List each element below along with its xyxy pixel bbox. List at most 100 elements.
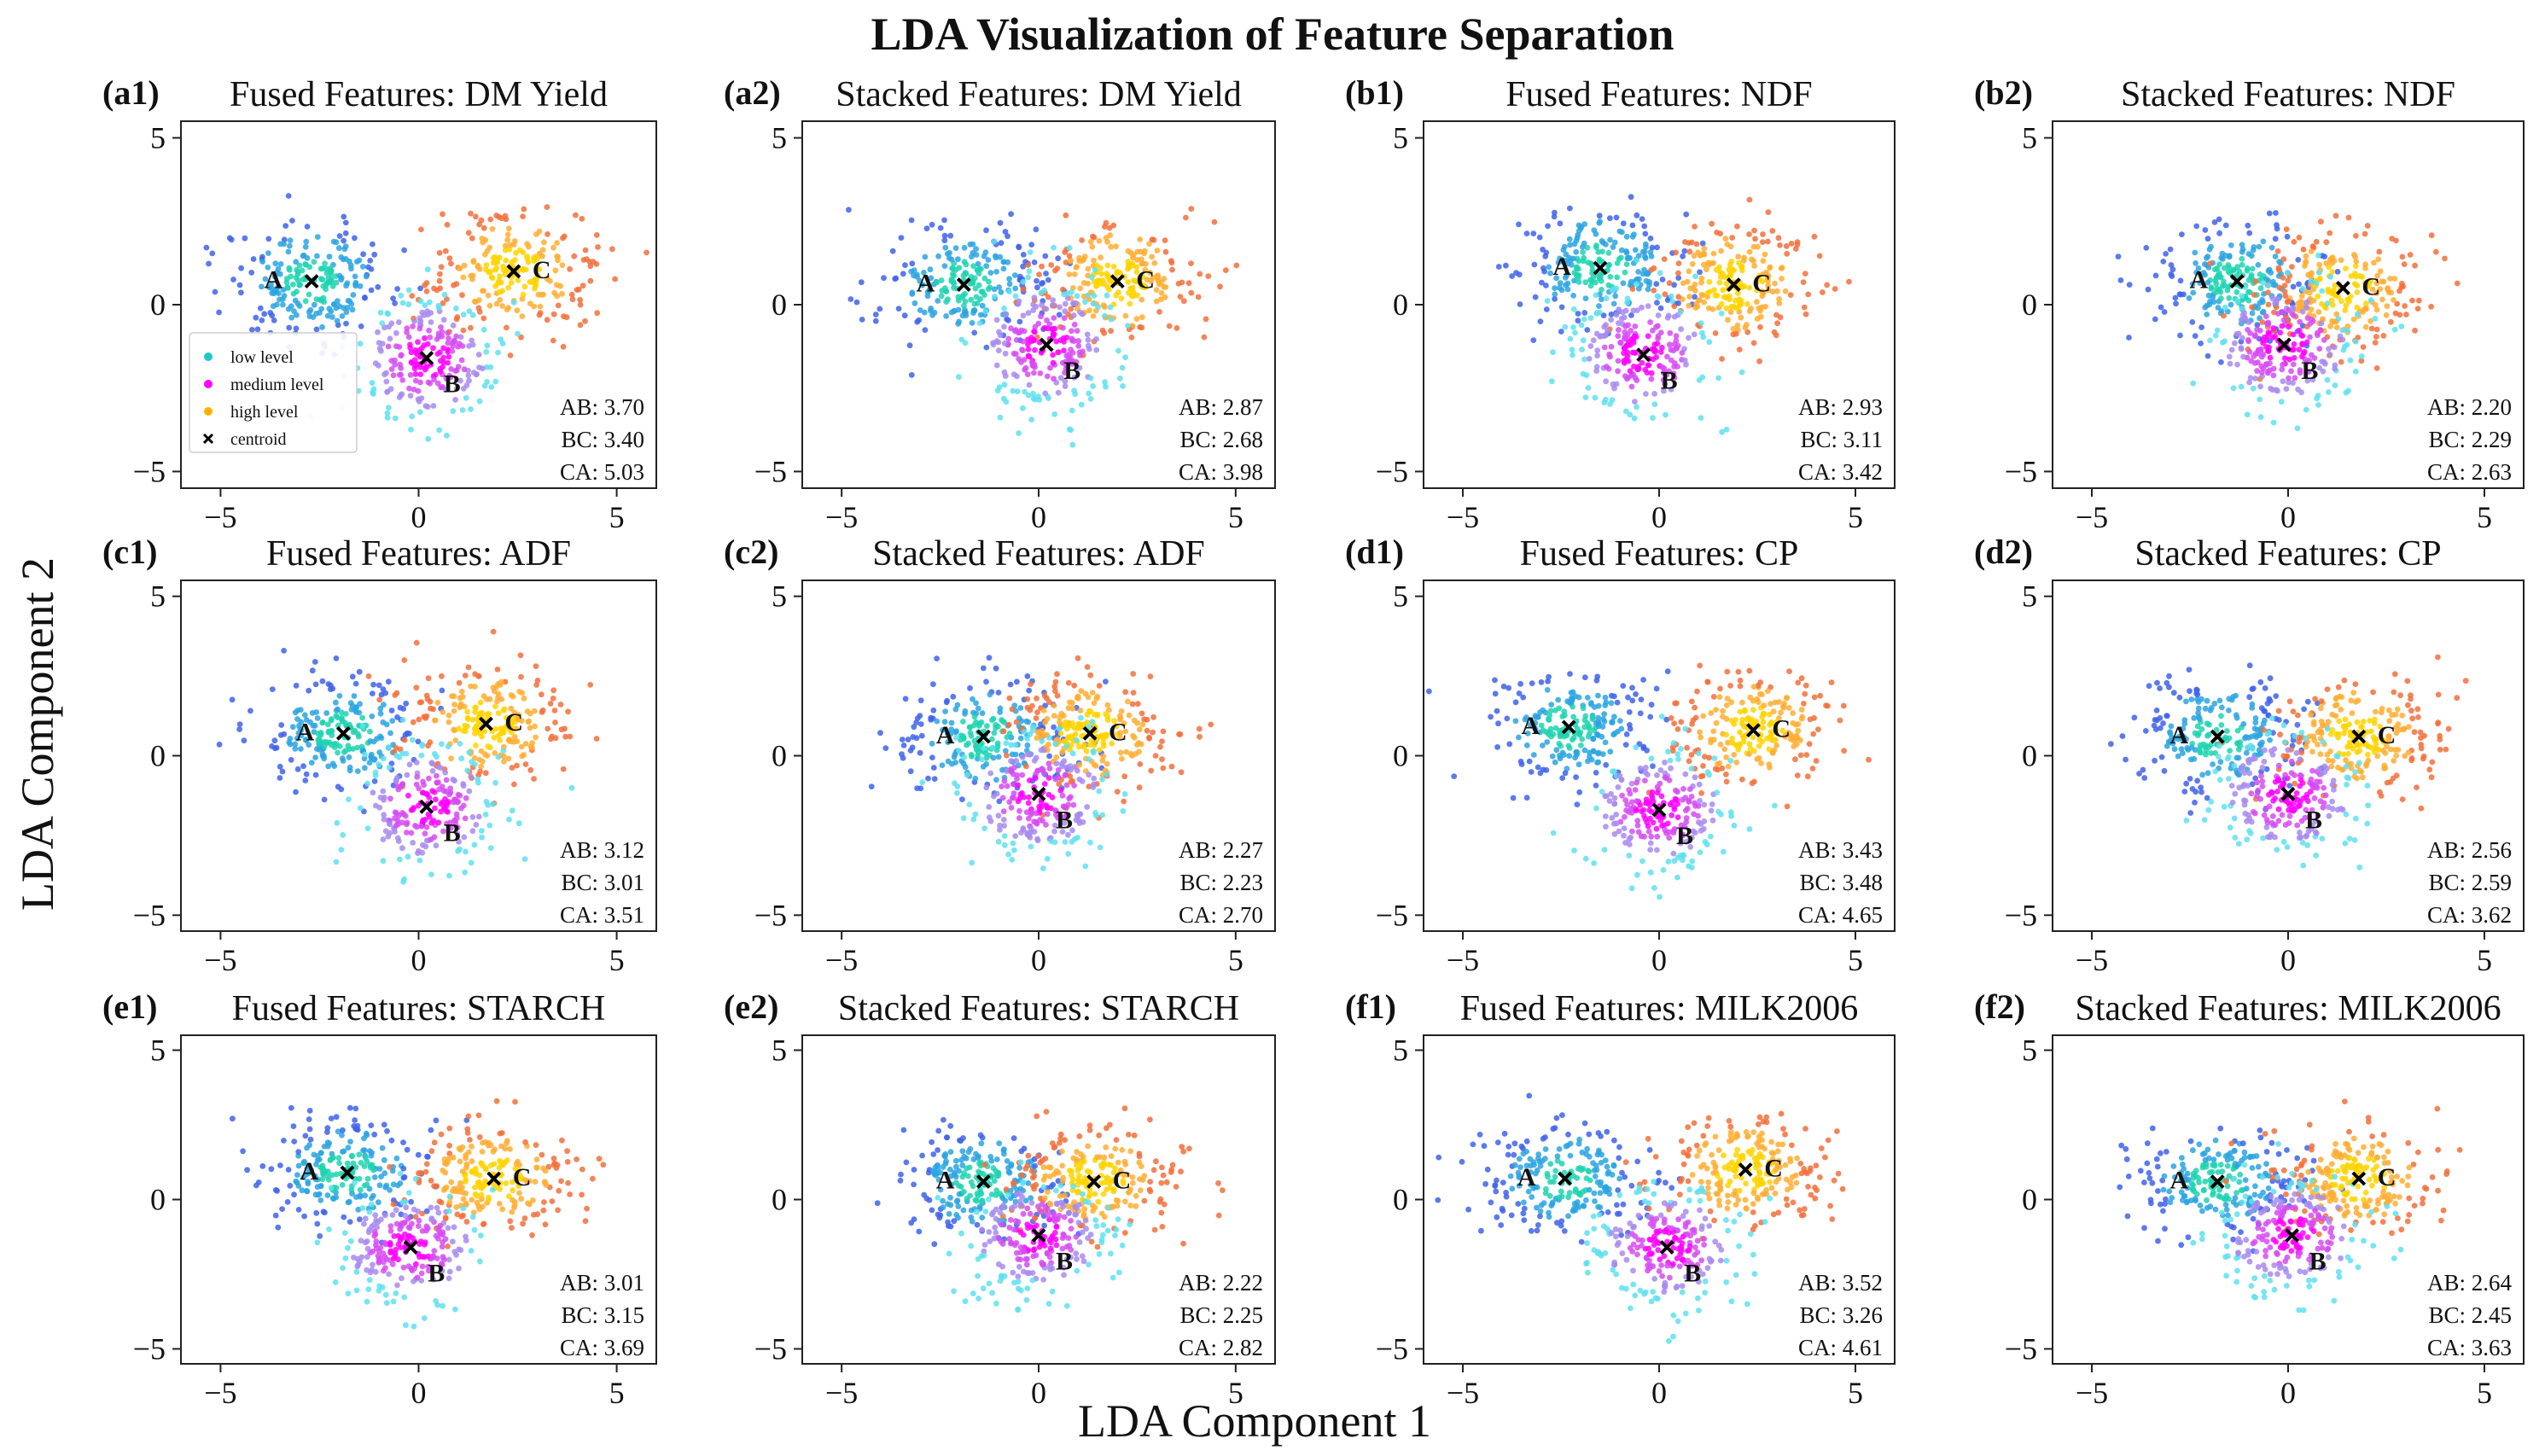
point-medium-level [410,840,416,846]
point-high-level [550,696,556,702]
point-high-level [1773,743,1780,748]
point-medium-level [1050,297,1057,303]
point-high-level [1762,251,1768,258]
point-high-level [1034,695,1040,702]
point-medium-level [1104,292,1110,299]
point-high-level [1094,693,1101,700]
point-medium-level [2265,282,2272,288]
point-low-level [1624,255,1631,261]
point-medium-level [2239,293,2245,300]
y-tick-label: 0 [772,739,787,773]
point-low-level [1552,285,1558,291]
point-high-level [1134,701,1141,708]
point-high-level [1668,715,1674,721]
point-medium-level [386,323,392,330]
point-medium-level [1070,300,1076,306]
point-high-level [1087,238,1094,245]
point-medium-level [416,409,423,416]
cluster-B-label: B [1056,806,1073,834]
point-medium-level [1009,857,1016,863]
point-medium-level [464,767,471,774]
cluster-C-label: C [1752,270,1771,298]
point-high-level [2303,253,2309,259]
point-high-level [2289,264,2295,270]
point-low-level [922,253,929,260]
point-medium-level [1626,809,1632,815]
point-low-level [362,294,368,301]
point-medium-level [1662,759,1668,766]
point-high-level [525,259,532,265]
point-high-level [1784,250,1791,257]
point-low-level [1495,264,1502,270]
point-medium-level [1572,329,1578,336]
point-medium-level [408,349,415,356]
point-low-level [955,256,961,263]
point-medium-level [1607,401,1613,407]
point-medium-level [1641,833,1647,840]
point-high-level [1774,320,1781,327]
point-low-level [347,700,354,706]
point-medium-level [1663,411,1669,418]
panel-label: (a2) [724,73,781,112]
point-medium-level [445,359,451,366]
point-high-level [539,291,545,298]
point-high-level [1813,758,1820,764]
point-medium-level [1066,426,1073,433]
point-medium-level [1634,871,1640,878]
point-medium-level [452,397,458,403]
point-medium-level [506,816,512,823]
point-medium-level [1001,823,1007,829]
point-low-level [1575,761,1582,768]
point-low-level [1573,248,1580,255]
point-low-level [259,317,265,323]
point-high-level [1045,294,1051,300]
point-low-level [882,745,889,751]
point-low-level [1028,242,1035,248]
point-low-level [342,230,349,236]
point-high-level [1710,728,1717,735]
point-medium-level [434,351,441,357]
point-medium-level [1102,379,1108,386]
point-medium-level [460,386,467,392]
point-medium-level [999,783,1005,789]
point-low-level [1567,700,1574,707]
point-low-level [2274,222,2280,229]
point-low-level [1553,275,1560,282]
point-medium-level [1044,373,1051,380]
point-high-level [2308,248,2315,254]
point-medium-level [461,834,468,841]
point-medium-level [484,342,491,349]
point-medium-level [952,780,958,787]
point-high-level [1727,261,1733,268]
point-high-level [477,699,484,706]
point-low-level [1506,741,1513,748]
point-medium-level [415,339,421,346]
point-low-level [1599,751,1606,757]
point-medium-level [1125,323,1131,329]
point-high-level [504,231,511,238]
point-low-level [960,272,967,279]
point-high-level [462,673,469,678]
point-medium-level [421,782,427,789]
point-high-level [1716,279,1723,286]
point-low-level [294,288,300,295]
point-low-level [359,714,365,721]
point-low-level [965,740,971,747]
point-medium-level [393,775,400,781]
point-high-level [2249,304,2256,311]
point-high-level [1765,238,1771,245]
point-high-level [1746,751,1752,757]
point-high-level [1686,758,1692,765]
point-low-level [1546,264,1552,271]
point-low-level [1697,269,1703,276]
point-high-level [2350,316,2357,323]
point-low-level [902,262,908,268]
point-high-level [1063,212,1069,218]
legend-marker [204,407,213,416]
point-medium-level [2257,383,2264,390]
point-high-level [1719,356,1725,362]
point-low-level [336,303,343,310]
point-high-level [2432,248,2439,255]
point-medium-level [2316,346,2323,352]
point-medium-level [1642,778,1648,783]
